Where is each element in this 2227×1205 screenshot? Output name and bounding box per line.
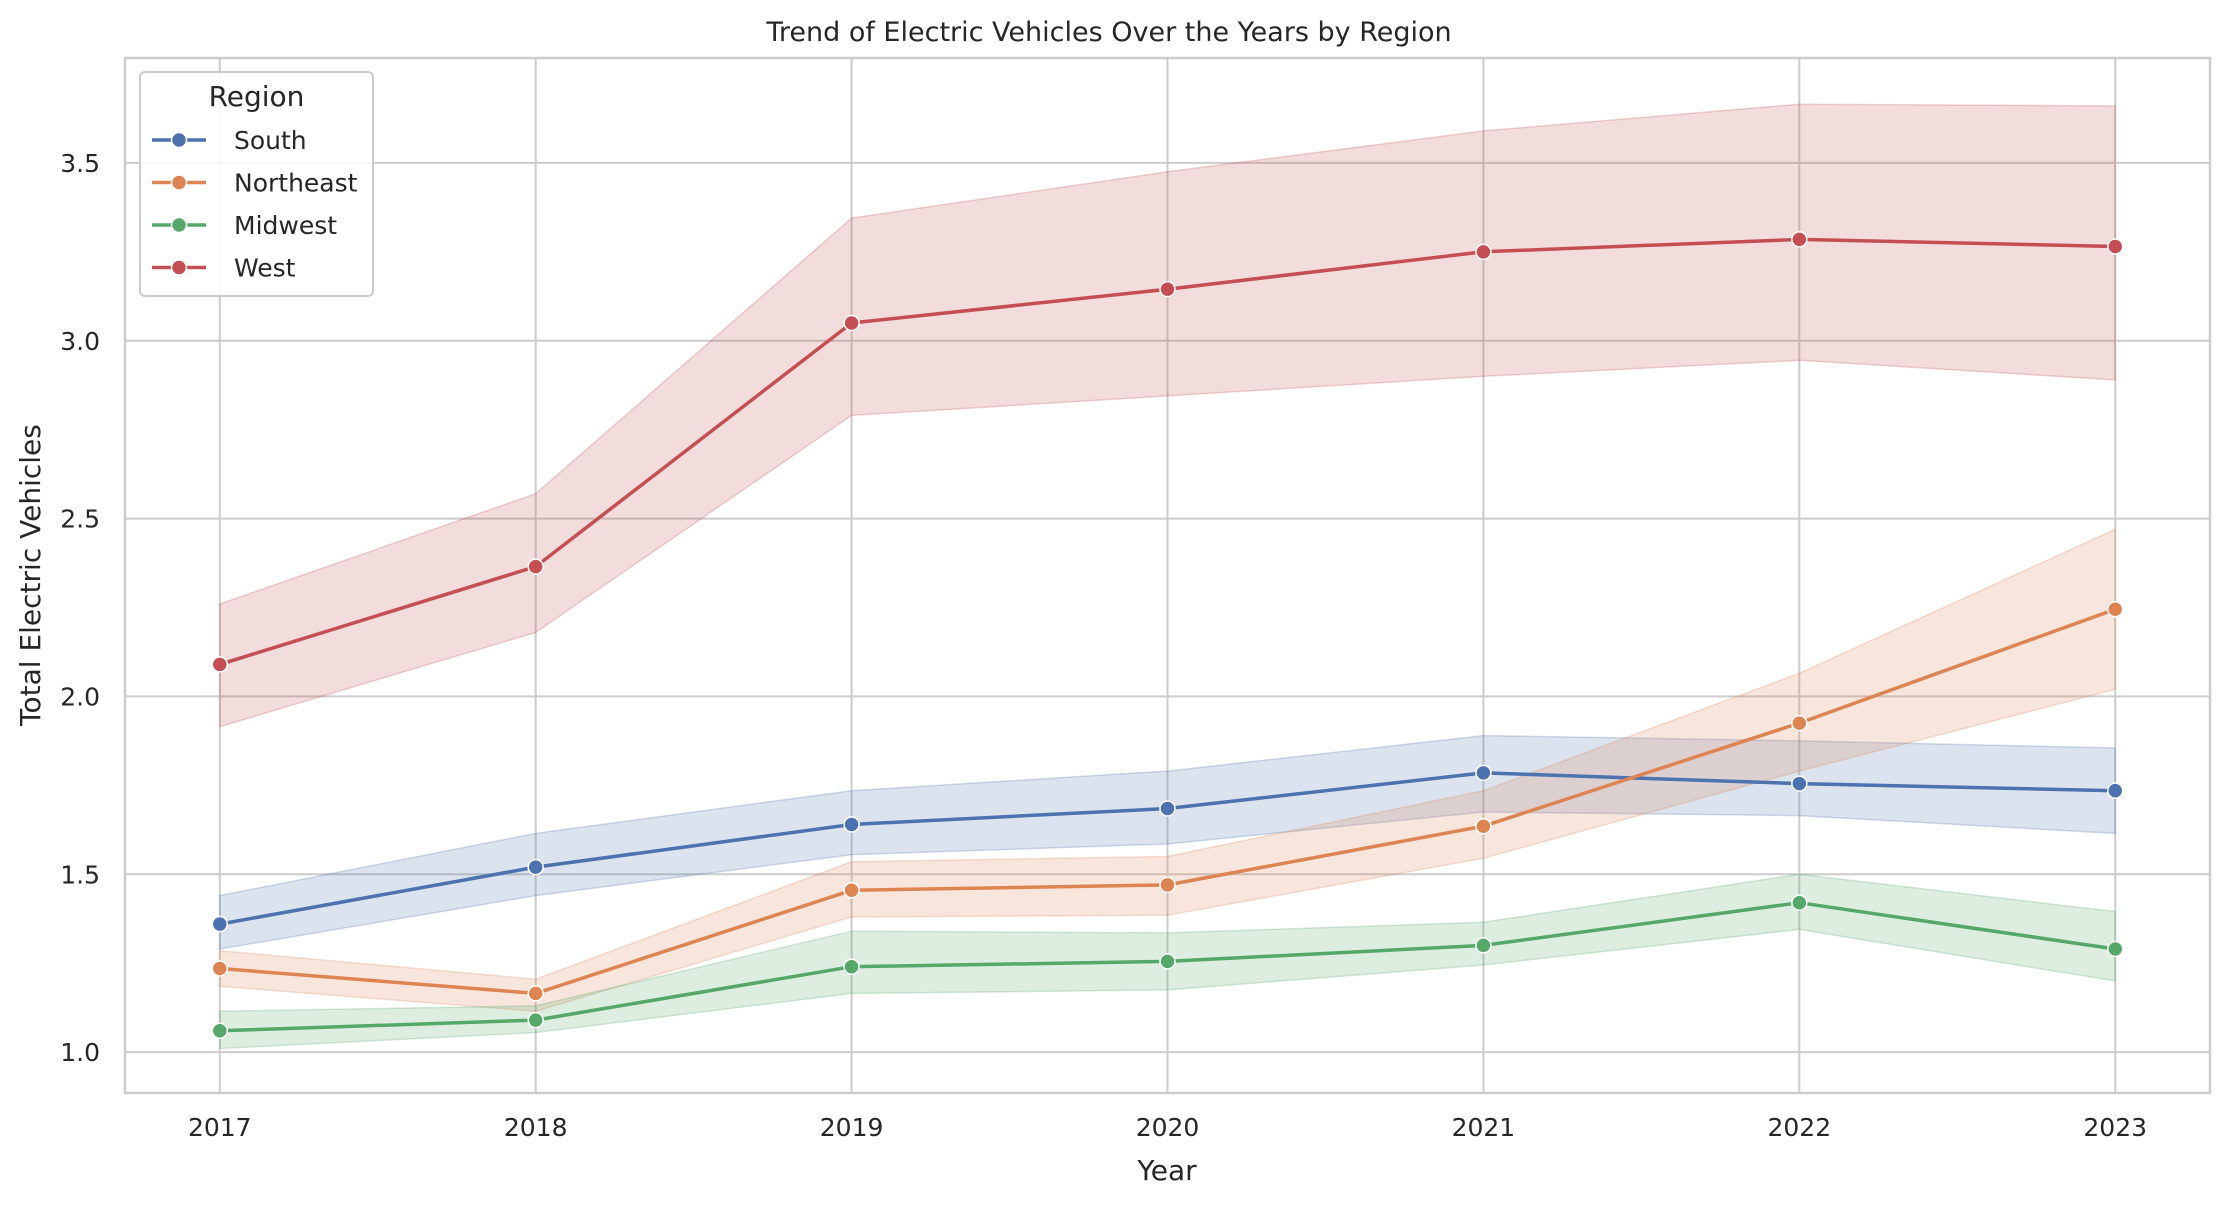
legend-label-midwest: Midwest [234, 211, 337, 240]
x-tick-label: 2019 [820, 1113, 884, 1142]
midwest-data-point [211, 1022, 229, 1040]
legend-box [139, 71, 374, 297]
west-data-point [1791, 231, 1808, 248]
northeast-data-point [843, 882, 860, 899]
legend-marker-west [170, 259, 188, 276]
plot-frame [123, 56, 2212, 1095]
midwest-data-point [1475, 937, 1492, 954]
south-data-point [1475, 764, 1492, 782]
west-data-point [843, 314, 860, 332]
northeast-data-point [2106, 601, 2124, 618]
south-data-point [527, 858, 544, 876]
x-axis-ticks: 2017 2018 2019 2020 2021 2022 2023 [188, 1113, 2147, 1142]
data-points [211, 231, 2124, 1040]
legend: Region South Northeast Midwest West [139, 71, 374, 297]
legend-label-south: South [234, 126, 307, 155]
northeast-confidence-band [219, 528, 2116, 1012]
legend-label-west: West [234, 254, 296, 283]
y-tick-label: 1.0 [60, 1038, 100, 1067]
west-confidence-band [219, 103, 2116, 728]
y-tick-label: 2.5 [60, 505, 100, 534]
west-data-point [211, 656, 229, 673]
x-tick-label: 2017 [188, 1113, 252, 1142]
midwest-data-point [1791, 894, 1808, 911]
y-tick-label: 2.0 [60, 682, 100, 711]
south-data-point [843, 816, 860, 833]
y-tick-label: 3.5 [60, 149, 100, 178]
south-data-point [211, 915, 229, 933]
west-data-point [1159, 280, 1176, 298]
chart-title: Trend of Electric Vehicles Over the Year… [765, 17, 1451, 48]
northeast-data-point [1475, 817, 1492, 835]
midwest-data-point [843, 958, 860, 975]
south-data-point [2106, 782, 2124, 799]
northeast-data-point [1159, 876, 1176, 894]
south-confidence-band [219, 734, 2116, 950]
west-data-point [2106, 238, 2124, 255]
west-data-point [527, 558, 544, 575]
x-tick-label: 2020 [1136, 1113, 1200, 1142]
legend-marker-midwest [170, 216, 188, 234]
y-tick-label: 3.0 [60, 327, 100, 356]
legend-marker-northeast [170, 174, 188, 191]
x-tick-label: 2023 [2083, 1113, 2147, 1142]
midwest-data-point [2106, 940, 2124, 958]
x-tick-label: 2022 [1768, 1113, 1832, 1142]
legend-marker-south [170, 131, 188, 149]
y-tick-label: 1.5 [60, 860, 100, 889]
south-data-point [1791, 775, 1808, 792]
x-axis-label: Year [1136, 1154, 1197, 1187]
grid-lines [125, 58, 2210, 1093]
x-tick-label: 2021 [1452, 1113, 1516, 1142]
northeast-data-point [527, 985, 544, 1002]
northeast-data-point [211, 960, 229, 977]
x-tick-label: 2018 [504, 1113, 568, 1142]
y-axis-label: Total Electric Vehicles [14, 424, 47, 727]
midwest-data-point [527, 1011, 544, 1029]
legend-label-northeast: Northeast [234, 169, 358, 198]
midwest-data-point [1159, 953, 1176, 970]
south-data-point [1159, 800, 1176, 817]
northeast-data-point [1791, 714, 1808, 732]
y-axis-ticks: 1.0 1.5 2.0 2.5 3.0 3.5 [60, 149, 100, 1067]
west-data-point [1475, 243, 1492, 261]
legend-title: Region [209, 80, 305, 113]
